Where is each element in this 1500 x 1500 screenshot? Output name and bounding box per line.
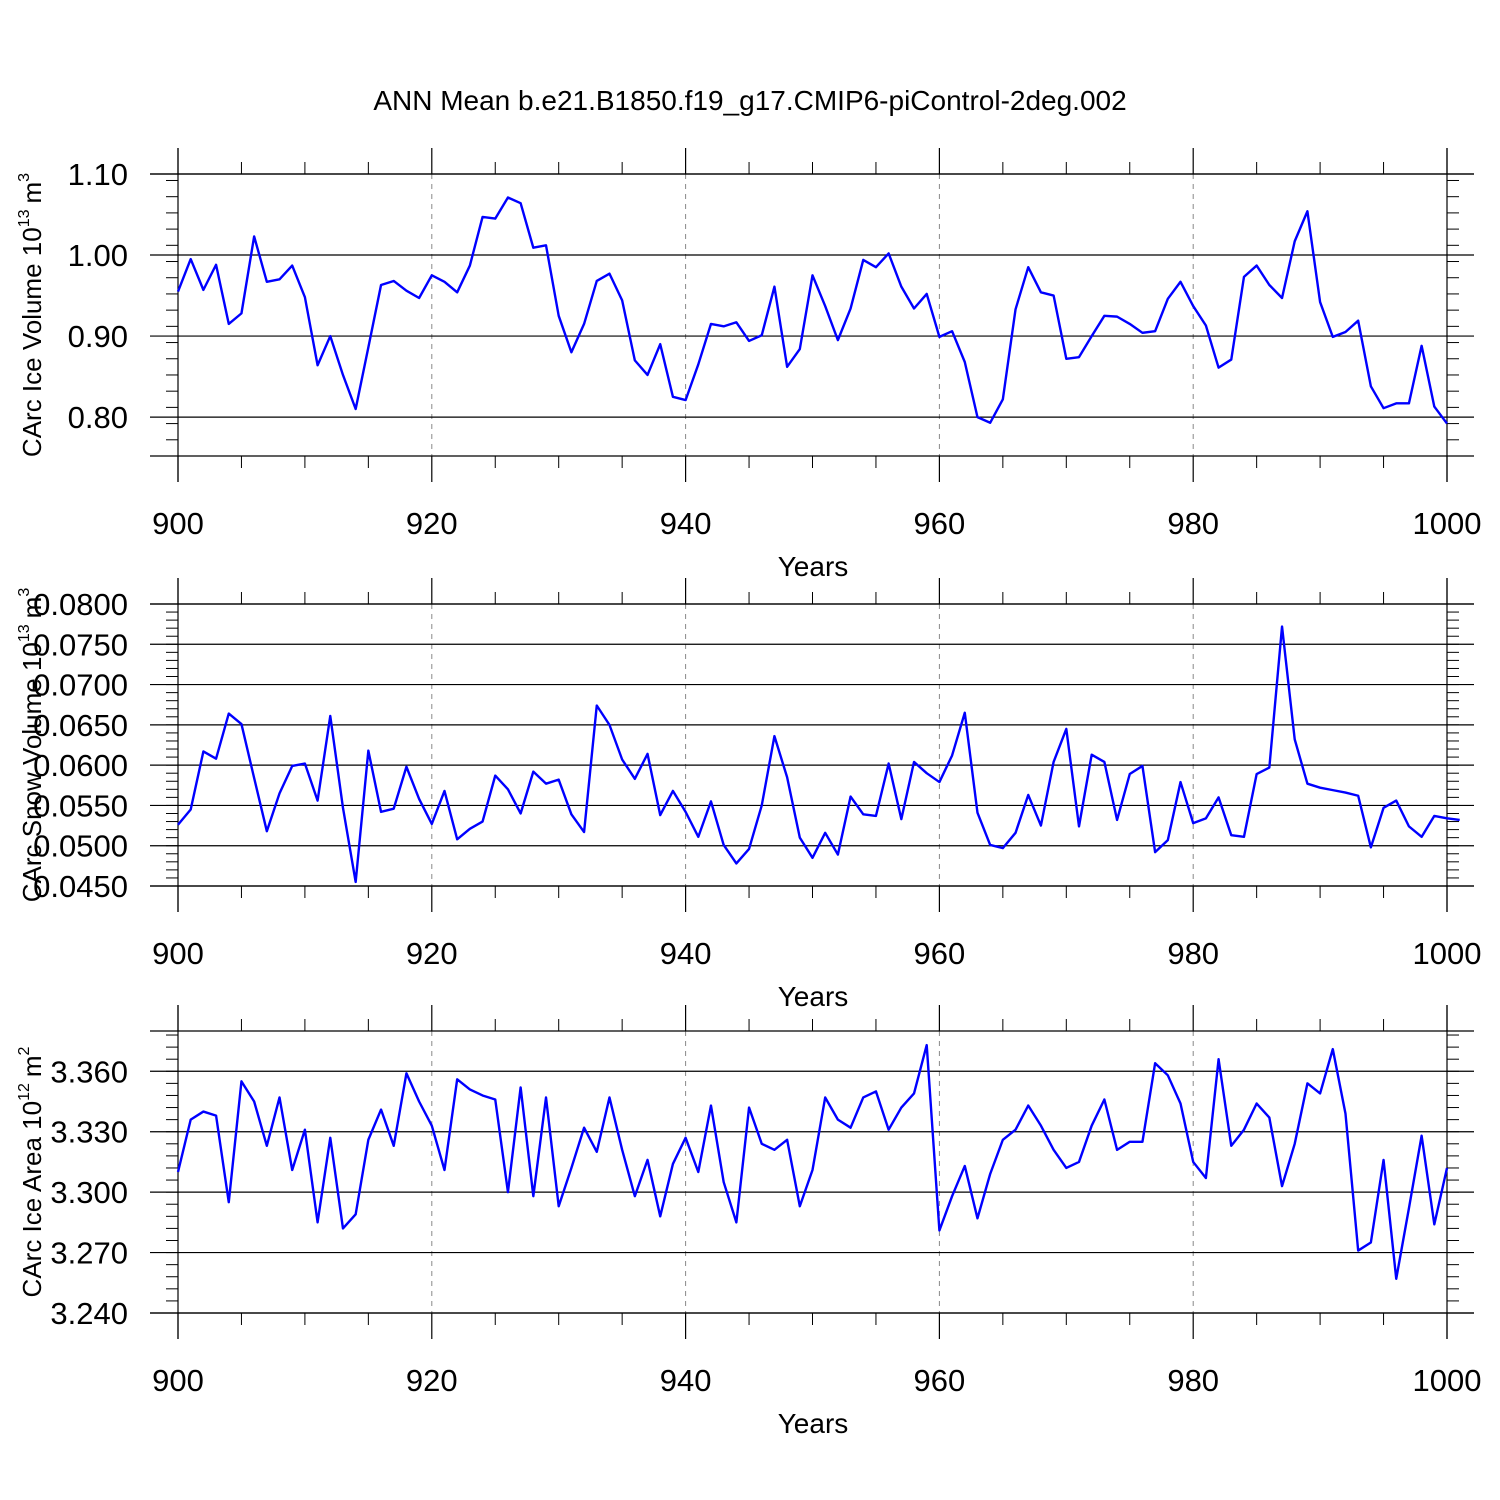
ytick-label: 0.0500 bbox=[33, 829, 128, 864]
y-axis-label-unit-exp: 3 bbox=[16, 588, 33, 597]
ytick-label: 0.0700 bbox=[33, 668, 128, 703]
ytick-label: 1.00 bbox=[68, 238, 128, 273]
ytick-label: 0.80 bbox=[68, 400, 128, 435]
ytick-label: 3.330 bbox=[50, 1115, 128, 1150]
ytick-label: 0.0650 bbox=[33, 708, 128, 743]
xtick-label: 900 bbox=[152, 506, 204, 541]
series-line bbox=[176, 1043, 1449, 1280]
y-axis-label: CArc Ice Area 1012 m2 bbox=[16, 1046, 47, 1297]
y-axis-label: CArc Ice Volume 1013 m3 bbox=[16, 173, 47, 457]
xtick-label: 920 bbox=[406, 1363, 458, 1398]
y-axis-label-unit-exp: 3 bbox=[16, 173, 33, 182]
ytick-label: 0.0550 bbox=[33, 788, 128, 823]
xtick-label: 920 bbox=[406, 506, 458, 541]
x-axis-label: Years bbox=[778, 551, 849, 582]
ytick-label: 3.270 bbox=[50, 1236, 128, 1271]
ytick-label: 3.360 bbox=[50, 1054, 128, 1089]
snow-panel: 0.0450 0.0500 0.0550 0.0600 0.0650 0.0700 0.07… bbox=[16, 578, 1481, 1012]
xtick-label: 980 bbox=[1167, 1363, 1219, 1398]
area-panel: 3.240 3.270 3.300 3.330 3.360 900 920 940 960 980… bbox=[16, 1005, 1481, 1439]
y-axis-label-unit: m bbox=[17, 1055, 47, 1077]
y-axis-label-main: CArc Ice Volume 10 bbox=[17, 227, 47, 457]
xtick-label: 960 bbox=[914, 936, 966, 971]
y-axis-label-main: CArc Ice Area 10 bbox=[17, 1101, 47, 1298]
x-axis-label: Years bbox=[778, 1408, 849, 1439]
ytick-label: 3.300 bbox=[50, 1175, 128, 1210]
xtick-label: 960 bbox=[914, 506, 966, 541]
y-axis-label-exp: 13 bbox=[16, 624, 33, 642]
series-line bbox=[176, 196, 1448, 425]
y-axis-label-unit: m bbox=[17, 597, 47, 619]
xtick-label: 980 bbox=[1167, 506, 1219, 541]
y-axis-label-exp: 12 bbox=[16, 1083, 33, 1101]
ytick-label: 0.0450 bbox=[33, 869, 128, 904]
xtick-label: 920 bbox=[406, 936, 458, 971]
ytick-label: 0.0800 bbox=[33, 587, 128, 622]
xtick-label: 900 bbox=[152, 936, 204, 971]
ytick-label: 0.0750 bbox=[33, 627, 128, 662]
xtick-label: 980 bbox=[1167, 936, 1219, 971]
y-axis-label-main: CArc Snow Volume 10 bbox=[17, 642, 47, 902]
xtick-label: 1000 bbox=[1413, 1363, 1482, 1398]
xtick-label: 940 bbox=[660, 506, 712, 541]
y-axis-label-exp: 13 bbox=[16, 209, 33, 227]
y-axis-label: CArc Snow Volume 1013 m3 bbox=[16, 588, 47, 903]
xtick-label: 1000 bbox=[1413, 936, 1482, 971]
series-line bbox=[177, 625, 1460, 884]
xtick-label: 940 bbox=[660, 1363, 712, 1398]
ytick-label: 0.0600 bbox=[33, 748, 128, 783]
xtick-label: 900 bbox=[152, 1363, 204, 1398]
ytick-label: 3.240 bbox=[50, 1296, 128, 1331]
xtick-label: 940 bbox=[660, 936, 712, 971]
x-axis-label: Years bbox=[778, 981, 849, 1012]
ytick-label: 1.10 bbox=[68, 157, 128, 192]
y-axis-label-unit-exp: 2 bbox=[16, 1046, 33, 1055]
ytick-label: 0.90 bbox=[68, 319, 128, 354]
xtick-label: 1000 bbox=[1413, 506, 1482, 541]
volume-panel: 0.80 0.90 1.00 1.10 900 920 940 960 980 1000 Years… bbox=[16, 148, 1481, 582]
chart-title: ANN Mean b.e21.B1850.f19_g17.CMIP6-piCon… bbox=[373, 85, 1126, 116]
xtick-label: 960 bbox=[914, 1363, 966, 1398]
y-axis-label-unit: m bbox=[17, 182, 47, 204]
